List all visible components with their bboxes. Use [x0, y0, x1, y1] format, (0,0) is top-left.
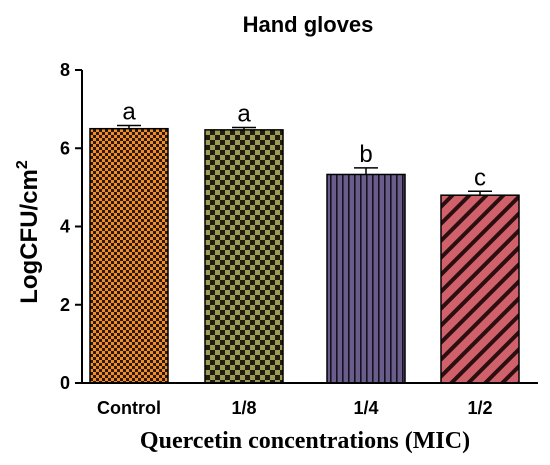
error-bars-group — [117, 124, 492, 196]
x-tick-label: 1/8 — [231, 398, 256, 418]
bar-1-2 — [440, 194, 520, 384]
x-tick-labels-group: Control 1/8 1/4 1/2 — [97, 398, 493, 418]
y-tick-label: 8 — [60, 60, 70, 80]
bar-1-8 — [204, 129, 284, 384]
x-tick-label: 1/4 — [353, 398, 378, 418]
y-tick-label: 4 — [60, 217, 70, 237]
significance-labels-group: a a b c — [122, 99, 486, 192]
y-axis-label: LogCFU/cm2 — [14, 160, 43, 304]
bar-control — [89, 127, 169, 384]
x-axis-label: Quercetin concentrations (MIC) — [140, 428, 470, 454]
bar-1-4 — [326, 173, 406, 384]
x-tick-label: Control — [97, 398, 161, 418]
chart-title: Hand gloves — [243, 12, 374, 37]
significance-label: a — [122, 99, 136, 126]
y-tick-label: 0 — [60, 373, 70, 393]
significance-label: b — [359, 141, 372, 168]
y-tick-label: 6 — [60, 138, 70, 158]
bars-group — [89, 127, 520, 384]
y-ticks-group: 0 2 4 6 8 — [60, 60, 82, 393]
significance-label: a — [237, 101, 251, 128]
significance-label: c — [474, 164, 486, 191]
y-axis-label-superscript: 2 — [14, 160, 31, 169]
y-tick-label: 2 — [60, 295, 70, 315]
x-tick-label: 1/2 — [467, 398, 492, 418]
y-axis-label-main: LogCFU/cm — [16, 169, 43, 304]
